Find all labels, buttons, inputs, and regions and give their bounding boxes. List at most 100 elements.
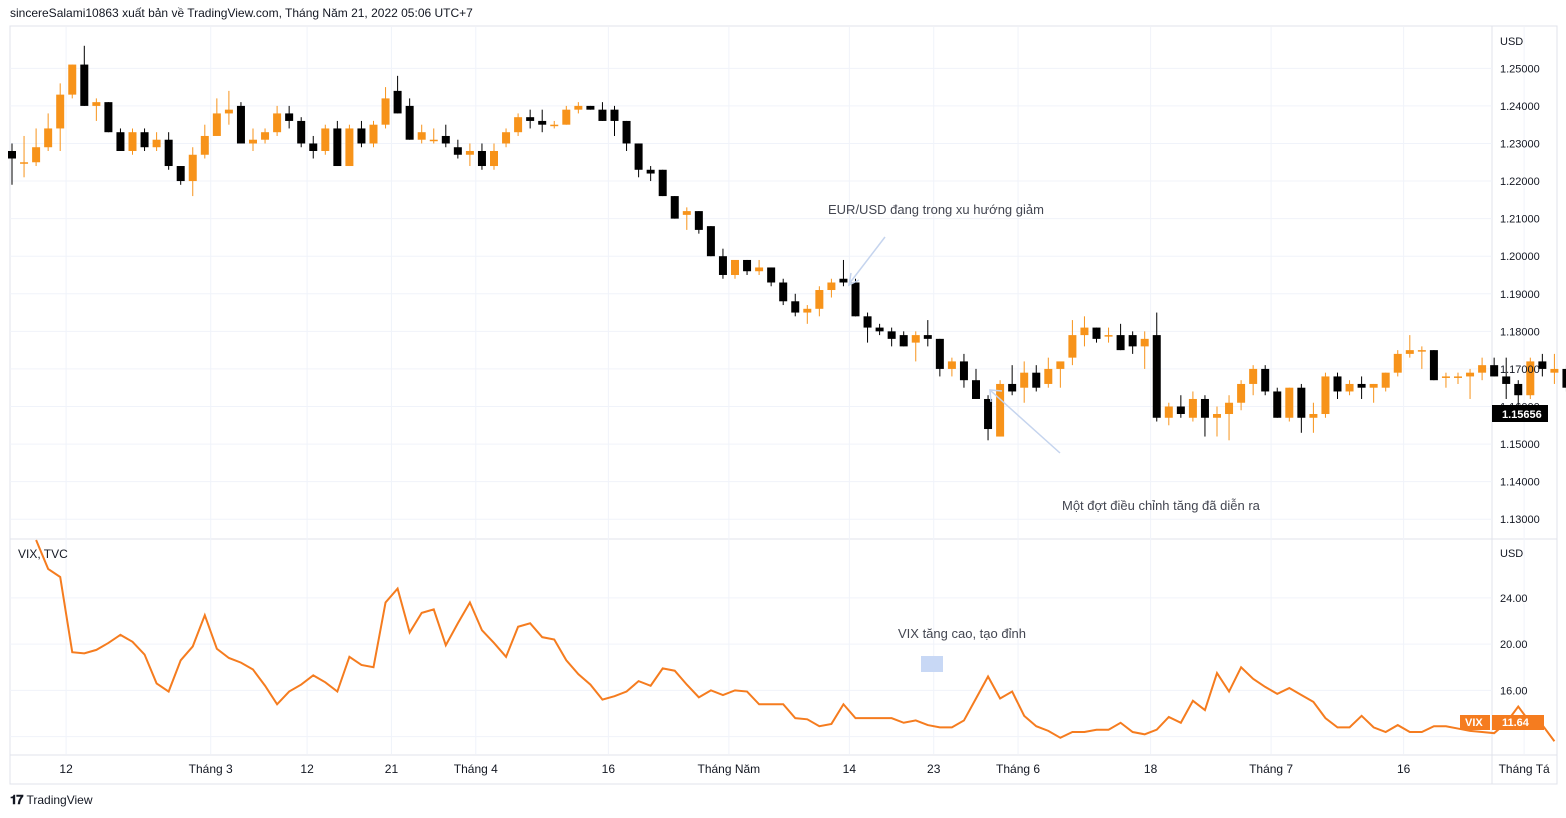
candle: [1369, 383, 1378, 403]
vix-last-value: 11.64: [1502, 717, 1530, 729]
candle-body: [20, 162, 29, 164]
candle-body: [68, 64, 77, 95]
candle: [1550, 353, 1559, 384]
candle-body: [706, 226, 715, 257]
candle-body: [381, 98, 390, 125]
candle-body: [875, 327, 884, 332]
candle-body: [996, 383, 1005, 437]
candle: [851, 278, 860, 317]
candle-body: [827, 282, 836, 291]
candle: [1526, 357, 1535, 399]
candle: [755, 259, 764, 275]
candle-body: [212, 113, 221, 136]
candle: [261, 128, 270, 144]
candle-body: [1152, 335, 1161, 418]
candle-body: [249, 139, 257, 144]
time-tick-label: Tháng Năm: [697, 762, 760, 776]
candle: [1321, 372, 1330, 418]
candle: [502, 128, 511, 148]
candle-body: [164, 139, 173, 167]
candle: [188, 147, 197, 197]
candle: [1032, 365, 1041, 392]
candle-body: [984, 398, 993, 430]
candle-body: [1092, 327, 1101, 339]
candle: [899, 331, 908, 347]
candle: [622, 120, 631, 151]
candle: [1080, 316, 1089, 347]
candle-body: [1020, 372, 1029, 388]
time-axis-ticks: 12 Tháng 3 12 21 Tháng 4 16 Tháng Năm 14 23 Tháng…: [59, 762, 1550, 776]
candle-body: [1369, 383, 1378, 388]
candle: [297, 117, 306, 148]
candle: [477, 143, 486, 170]
price-tick-label: 1.18000: [1500, 326, 1540, 338]
time-tick-label: 18: [1144, 762, 1158, 776]
candle-body: [972, 380, 980, 399]
candle: [1405, 335, 1414, 358]
candle: [767, 267, 776, 287]
vix-series-name: VIX: [1465, 717, 1483, 729]
footer-brand[interactable]: 𝟏𝟕 TradingView: [10, 792, 93, 808]
candle-body: [1526, 361, 1535, 396]
candle-body: [550, 124, 559, 127]
candle: [670, 196, 679, 219]
candle: [369, 120, 378, 148]
candle: [1176, 395, 1185, 418]
vix-gridlines: [10, 597, 1492, 738]
candle: [429, 128, 438, 144]
candle-body: [1490, 365, 1499, 377]
candle: [152, 132, 161, 151]
candle: [1309, 402, 1318, 433]
vix-axis-currency: USD: [1500, 548, 1523, 560]
candle-body: [1502, 376, 1511, 384]
candle-body: [224, 109, 233, 114]
candle: [140, 128, 149, 151]
candle: [1357, 376, 1366, 399]
price-tick-label: 1.13000: [1500, 514, 1540, 526]
candle-body: [261, 132, 270, 140]
candle: [984, 395, 993, 441]
candle-body: [309, 143, 318, 151]
candle-body: [1213, 414, 1221, 418]
candle: [92, 98, 101, 121]
candle: [104, 102, 113, 133]
candlestick-series: [8, 45, 1566, 441]
candle: [1092, 327, 1101, 343]
candle-body: [755, 267, 764, 272]
candle-body: [947, 361, 956, 369]
candle: [1297, 383, 1306, 433]
candle-body: [104, 102, 113, 133]
candle: [1381, 372, 1390, 392]
vix-series: [35, 539, 1556, 742]
candle-body: [321, 128, 330, 151]
candle-body: [1200, 398, 1209, 418]
candle-body: [236, 105, 245, 144]
candle: [875, 323, 884, 336]
candle: [116, 128, 125, 151]
candle: [1044, 357, 1053, 388]
candle: [694, 211, 703, 234]
candle: [1261, 365, 1270, 396]
candle: [1502, 357, 1511, 399]
candle: [1200, 395, 1209, 437]
candle-body: [1128, 335, 1137, 347]
last-price-tag: [1492, 405, 1548, 422]
candle: [1225, 395, 1234, 441]
candle-body: [610, 109, 619, 121]
price-tick-label: 1.22000: [1500, 176, 1540, 188]
candle: [200, 124, 209, 159]
vix-tick-label: 16.00: [1500, 685, 1528, 697]
candle: [923, 320, 932, 347]
candle-body: [1321, 376, 1330, 415]
candle-body: [562, 109, 571, 125]
candle: [815, 286, 824, 317]
candle-body: [887, 331, 896, 339]
candle-body: [1032, 372, 1041, 388]
candle: [803, 305, 812, 324]
candle-body: [417, 132, 426, 140]
candle: [947, 357, 956, 377]
candle: [381, 87, 390, 129]
candle-body: [1357, 383, 1366, 388]
candle: [453, 139, 462, 159]
